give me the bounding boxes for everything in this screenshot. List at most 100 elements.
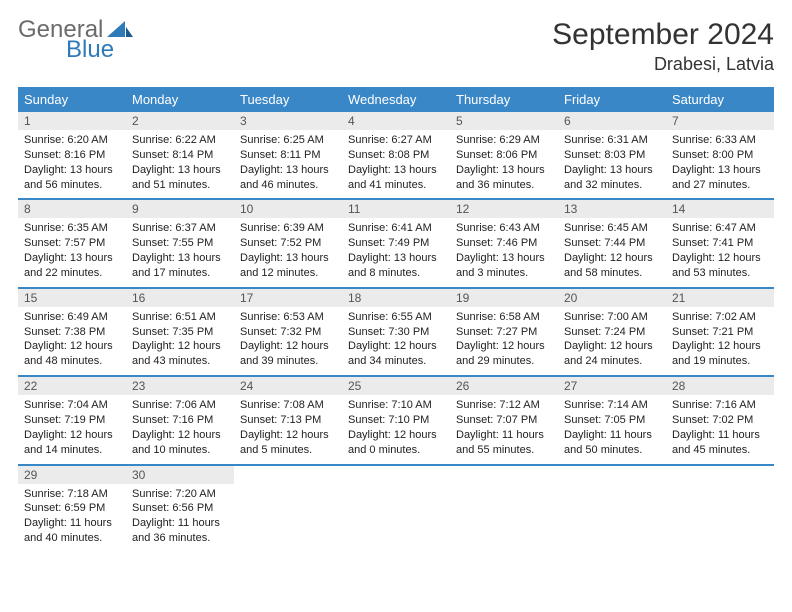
day-body: Sunrise: 6:39 AMSunset: 7:52 PMDaylight:… — [234, 218, 342, 286]
sunset-line: Sunset: 7:38 PM — [24, 325, 120, 340]
day-body: Sunrise: 6:35 AMSunset: 7:57 PMDaylight:… — [18, 218, 126, 286]
daylight-line: Daylight: 11 hours and 36 minutes. — [132, 516, 228, 546]
day-number: 19 — [450, 289, 558, 307]
calendar-cell — [666, 466, 774, 552]
calendar-cell: 6Sunrise: 6:31 AMSunset: 8:03 PMDaylight… — [558, 112, 666, 198]
page-title: September 2024 — [552, 18, 774, 52]
day-body: Sunrise: 7:02 AMSunset: 7:21 PMDaylight:… — [666, 307, 774, 375]
calendar-week: 22Sunrise: 7:04 AMSunset: 7:19 PMDayligh… — [18, 377, 774, 465]
sunrise-line: Sunrise: 6:39 AM — [240, 221, 336, 236]
daylight-line: Daylight: 13 hours and 32 minutes. — [564, 163, 660, 193]
day-number: 20 — [558, 289, 666, 307]
day-number: 25 — [342, 377, 450, 395]
sunset-line: Sunset: 7:46 PM — [456, 236, 552, 251]
sunrise-line: Sunrise: 7:08 AM — [240, 398, 336, 413]
calendar-grid: Sunday Monday Tuesday Wednesday Thursday… — [18, 87, 774, 552]
sunset-line: Sunset: 7:52 PM — [240, 236, 336, 251]
location-label: Drabesi, Latvia — [552, 54, 774, 75]
day-number: 4 — [342, 112, 450, 130]
day-body: Sunrise: 7:00 AMSunset: 7:24 PMDaylight:… — [558, 307, 666, 375]
daylight-line: Daylight: 12 hours and 39 minutes. — [240, 339, 336, 369]
sunset-line: Sunset: 7:35 PM — [132, 325, 228, 340]
sunrise-line: Sunrise: 6:27 AM — [348, 133, 444, 148]
day-body: Sunrise: 6:41 AMSunset: 7:49 PMDaylight:… — [342, 218, 450, 286]
sunset-line: Sunset: 7:07 PM — [456, 413, 552, 428]
sunset-line: Sunset: 7:32 PM — [240, 325, 336, 340]
calendar-cell: 15Sunrise: 6:49 AMSunset: 7:38 PMDayligh… — [18, 289, 126, 375]
day-body: Sunrise: 7:08 AMSunset: 7:13 PMDaylight:… — [234, 395, 342, 463]
day-number: 11 — [342, 200, 450, 218]
calendar-week: 8Sunrise: 6:35 AMSunset: 7:57 PMDaylight… — [18, 200, 774, 288]
sunrise-line: Sunrise: 6:45 AM — [564, 221, 660, 236]
calendar-cell: 26Sunrise: 7:12 AMSunset: 7:07 PMDayligh… — [450, 377, 558, 463]
sunrise-line: Sunrise: 6:53 AM — [240, 310, 336, 325]
sunset-line: Sunset: 7:57 PM — [24, 236, 120, 251]
daylight-line: Daylight: 12 hours and 48 minutes. — [24, 339, 120, 369]
day-header-wed: Wednesday — [342, 87, 450, 112]
day-number: 3 — [234, 112, 342, 130]
sunset-line: Sunset: 8:06 PM — [456, 148, 552, 163]
day-body: Sunrise: 6:47 AMSunset: 7:41 PMDaylight:… — [666, 218, 774, 286]
sunrise-line: Sunrise: 6:22 AM — [132, 133, 228, 148]
calendar-cell: 22Sunrise: 7:04 AMSunset: 7:19 PMDayligh… — [18, 377, 126, 463]
daylight-line: Daylight: 13 hours and 3 minutes. — [456, 251, 552, 281]
calendar-cell: 12Sunrise: 6:43 AMSunset: 7:46 PMDayligh… — [450, 200, 558, 286]
calendar-cell: 7Sunrise: 6:33 AMSunset: 8:00 PMDaylight… — [666, 112, 774, 198]
day-body: Sunrise: 7:20 AMSunset: 6:56 PMDaylight:… — [126, 484, 234, 552]
day-header-tue: Tuesday — [234, 87, 342, 112]
calendar-cell: 4Sunrise: 6:27 AMSunset: 8:08 PMDaylight… — [342, 112, 450, 198]
calendar-cell — [558, 466, 666, 552]
day-body: Sunrise: 6:58 AMSunset: 7:27 PMDaylight:… — [450, 307, 558, 375]
sunrise-line: Sunrise: 6:47 AM — [672, 221, 768, 236]
daylight-line: Daylight: 11 hours and 40 minutes. — [24, 516, 120, 546]
day-number: 8 — [18, 200, 126, 218]
daylight-line: Daylight: 13 hours and 51 minutes. — [132, 163, 228, 193]
day-number: 12 — [450, 200, 558, 218]
daylight-line: Daylight: 12 hours and 19 minutes. — [672, 339, 768, 369]
day-header-sat: Saturday — [666, 87, 774, 112]
daylight-line: Daylight: 11 hours and 45 minutes. — [672, 428, 768, 458]
sunrise-line: Sunrise: 6:20 AM — [24, 133, 120, 148]
calendar-cell: 18Sunrise: 6:55 AMSunset: 7:30 PMDayligh… — [342, 289, 450, 375]
sunset-line: Sunset: 8:14 PM — [132, 148, 228, 163]
daylight-line: Daylight: 13 hours and 12 minutes. — [240, 251, 336, 281]
sunrise-line: Sunrise: 7:06 AM — [132, 398, 228, 413]
day-number: 29 — [18, 466, 126, 484]
sunrise-line: Sunrise: 6:31 AM — [564, 133, 660, 148]
day-body: Sunrise: 7:18 AMSunset: 6:59 PMDaylight:… — [18, 484, 126, 552]
sunrise-line: Sunrise: 6:43 AM — [456, 221, 552, 236]
day-body: Sunrise: 7:16 AMSunset: 7:02 PMDaylight:… — [666, 395, 774, 463]
day-body: Sunrise: 6:25 AMSunset: 8:11 PMDaylight:… — [234, 130, 342, 198]
daylight-line: Daylight: 12 hours and 43 minutes. — [132, 339, 228, 369]
day-number: 5 — [450, 112, 558, 130]
day-number: 23 — [126, 377, 234, 395]
calendar-week: 1Sunrise: 6:20 AMSunset: 8:16 PMDaylight… — [18, 112, 774, 200]
day-number: 27 — [558, 377, 666, 395]
day-body: Sunrise: 6:43 AMSunset: 7:46 PMDaylight:… — [450, 218, 558, 286]
calendar-cell: 20Sunrise: 7:00 AMSunset: 7:24 PMDayligh… — [558, 289, 666, 375]
daylight-line: Daylight: 13 hours and 46 minutes. — [240, 163, 336, 193]
weeks-container: 1Sunrise: 6:20 AMSunset: 8:16 PMDaylight… — [18, 112, 774, 552]
brand-word-blue: Blue — [66, 38, 133, 62]
title-block: September 2024 Drabesi, Latvia — [552, 18, 774, 75]
day-body: Sunrise: 6:22 AMSunset: 8:14 PMDaylight:… — [126, 130, 234, 198]
sunrise-line: Sunrise: 6:41 AM — [348, 221, 444, 236]
sunset-line: Sunset: 8:00 PM — [672, 148, 768, 163]
sunrise-line: Sunrise: 6:55 AM — [348, 310, 444, 325]
sunrise-line: Sunrise: 7:14 AM — [564, 398, 660, 413]
day-number: 24 — [234, 377, 342, 395]
sunrise-line: Sunrise: 6:37 AM — [132, 221, 228, 236]
day-body: Sunrise: 6:51 AMSunset: 7:35 PMDaylight:… — [126, 307, 234, 375]
day-body: Sunrise: 7:06 AMSunset: 7:16 PMDaylight:… — [126, 395, 234, 463]
day-header-sun: Sunday — [18, 87, 126, 112]
sunset-line: Sunset: 7:21 PM — [672, 325, 768, 340]
calendar-cell: 3Sunrise: 6:25 AMSunset: 8:11 PMDaylight… — [234, 112, 342, 198]
sunset-line: Sunset: 7:16 PM — [132, 413, 228, 428]
calendar-cell — [234, 466, 342, 552]
calendar-cell: 28Sunrise: 7:16 AMSunset: 7:02 PMDayligh… — [666, 377, 774, 463]
sunrise-line: Sunrise: 6:35 AM — [24, 221, 120, 236]
calendar-cell: 23Sunrise: 7:06 AMSunset: 7:16 PMDayligh… — [126, 377, 234, 463]
day-body: Sunrise: 6:49 AMSunset: 7:38 PMDaylight:… — [18, 307, 126, 375]
calendar-cell: 9Sunrise: 6:37 AMSunset: 7:55 PMDaylight… — [126, 200, 234, 286]
sunrise-line: Sunrise: 7:16 AM — [672, 398, 768, 413]
